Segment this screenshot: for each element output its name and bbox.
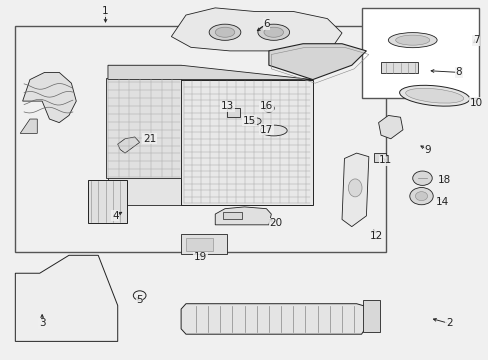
FancyBboxPatch shape bbox=[380, 62, 417, 73]
Ellipse shape bbox=[252, 118, 261, 125]
Text: 6: 6 bbox=[263, 19, 269, 29]
Bar bbox=[181, 234, 227, 253]
Text: 21: 21 bbox=[142, 134, 156, 144]
Text: 4: 4 bbox=[112, 211, 119, 221]
Polygon shape bbox=[20, 119, 37, 134]
Bar bbox=[15, 26, 385, 252]
Text: 3: 3 bbox=[39, 319, 45, 328]
Text: 14: 14 bbox=[434, 197, 447, 207]
Ellipse shape bbox=[387, 33, 436, 48]
Ellipse shape bbox=[215, 27, 234, 37]
Ellipse shape bbox=[415, 192, 427, 201]
Bar bbox=[227, 108, 239, 117]
Ellipse shape bbox=[260, 125, 286, 136]
Text: 1: 1 bbox=[102, 6, 109, 17]
Text: 10: 10 bbox=[468, 98, 482, 108]
Polygon shape bbox=[181, 80, 312, 205]
Ellipse shape bbox=[347, 179, 361, 197]
Bar bbox=[105, 78, 181, 178]
Ellipse shape bbox=[409, 188, 432, 205]
Polygon shape bbox=[341, 153, 368, 226]
Text: 7: 7 bbox=[472, 35, 478, 45]
Text: 19: 19 bbox=[194, 252, 207, 262]
Text: 11: 11 bbox=[379, 155, 392, 165]
Ellipse shape bbox=[257, 24, 289, 40]
Text: 18: 18 bbox=[437, 175, 450, 185]
Text: 15: 15 bbox=[242, 116, 256, 126]
Polygon shape bbox=[108, 65, 312, 80]
Bar bbox=[88, 180, 127, 223]
Text: 20: 20 bbox=[269, 218, 282, 228]
Text: 16: 16 bbox=[259, 102, 272, 112]
Ellipse shape bbox=[399, 85, 469, 106]
Circle shape bbox=[133, 291, 146, 300]
Polygon shape bbox=[215, 207, 271, 225]
Polygon shape bbox=[171, 8, 341, 54]
Ellipse shape bbox=[263, 104, 274, 112]
Polygon shape bbox=[15, 255, 118, 341]
Polygon shape bbox=[22, 72, 76, 123]
Polygon shape bbox=[181, 304, 368, 334]
Polygon shape bbox=[268, 44, 366, 80]
Ellipse shape bbox=[264, 27, 283, 37]
Text: 9: 9 bbox=[423, 144, 430, 154]
Bar bbox=[185, 238, 212, 251]
Ellipse shape bbox=[405, 88, 463, 103]
Polygon shape bbox=[118, 137, 140, 153]
Text: 13: 13 bbox=[221, 102, 234, 112]
Bar bbox=[362, 300, 379, 332]
Bar bbox=[222, 212, 242, 220]
Polygon shape bbox=[378, 116, 402, 139]
Text: 8: 8 bbox=[455, 67, 462, 77]
Text: 17: 17 bbox=[259, 125, 272, 135]
Ellipse shape bbox=[412, 171, 431, 185]
Text: 12: 12 bbox=[369, 231, 382, 240]
Bar bbox=[373, 153, 385, 162]
Polygon shape bbox=[108, 65, 181, 205]
Text: 5: 5 bbox=[136, 295, 142, 305]
Text: 2: 2 bbox=[445, 319, 452, 328]
Bar bbox=[361, 8, 478, 98]
Ellipse shape bbox=[395, 35, 429, 45]
Ellipse shape bbox=[209, 24, 241, 40]
